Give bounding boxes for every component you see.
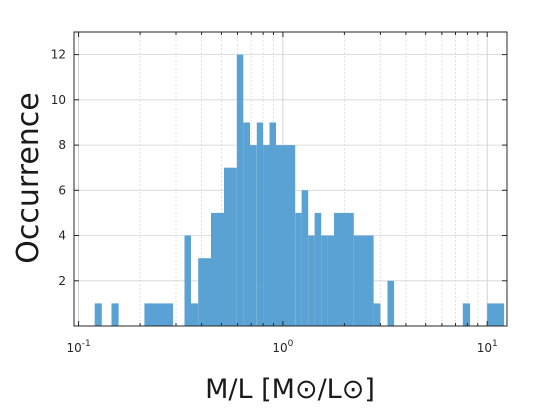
- histogram-bar: [487, 303, 505, 326]
- histogram-bar: [236, 54, 244, 326]
- histogram-bar: [321, 235, 328, 326]
- histogram-bar: [308, 235, 315, 326]
- histogram-bar: [301, 190, 309, 326]
- histogram-bar: [327, 235, 335, 326]
- plot-area-frame: [73, 31, 508, 327]
- histogram-bar: [111, 303, 119, 326]
- histogram-bar: [94, 303, 102, 326]
- histogram-bar: [373, 303, 381, 326]
- histogram-bar: [295, 212, 302, 326]
- y-tick-label: 2: [58, 274, 66, 288]
- histogram-bar: [334, 212, 354, 326]
- histogram-bar: [191, 303, 199, 326]
- y-tick-label: 10: [51, 93, 66, 107]
- x-tick-label: 101: [477, 339, 498, 355]
- histogram-bar: [387, 280, 395, 326]
- axis-ticks: [74, 32, 507, 326]
- histogram-bar: [462, 303, 471, 326]
- histogram-bar: [276, 145, 283, 326]
- tick-labels: 2 4 6 8 10 12 10-1 100 101: [51, 48, 498, 355]
- y-axis-label: Occurrence: [11, 92, 46, 264]
- histogram-bar: [256, 122, 264, 326]
- histogram-bar: [184, 235, 191, 326]
- x-tick-label: 10-1: [66, 339, 90, 355]
- x-tick-label: 100: [272, 339, 293, 355]
- histogram-bar: [198, 258, 212, 326]
- histogram-bar: [224, 167, 237, 326]
- histogram-bars: [94, 54, 505, 326]
- x-axis-label: M/L [M⊙/L⊙]: [205, 374, 375, 405]
- histogram-bar: [282, 145, 296, 326]
- histogram-bar: [269, 122, 276, 326]
- histogram-bar: [314, 212, 322, 326]
- y-tick-label: 8: [58, 138, 66, 152]
- histogram-bar: [353, 235, 374, 326]
- y-tick-label: 6: [58, 183, 66, 197]
- y-tick-label: 4: [58, 229, 66, 243]
- y-tick-label: 12: [51, 48, 66, 62]
- histogram-bar: [211, 212, 224, 326]
- histogram-bar: [249, 145, 257, 326]
- histogram-bar: [243, 122, 250, 326]
- histogram-bar: [263, 145, 270, 326]
- histogram-bar: [144, 303, 173, 326]
